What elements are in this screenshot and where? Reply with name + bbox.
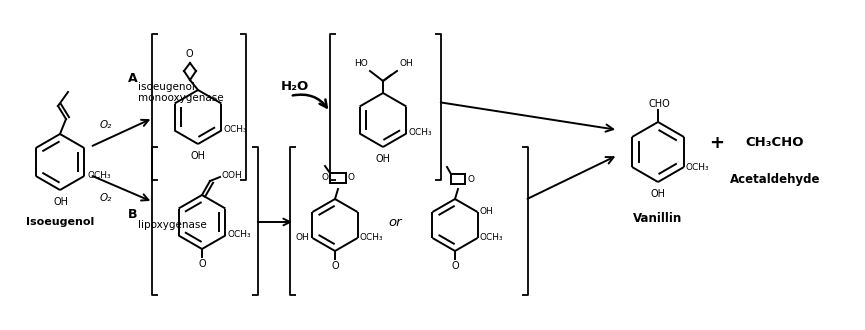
Text: O: O	[198, 259, 206, 269]
Text: OCH₃: OCH₃	[408, 128, 432, 137]
Text: OH: OH	[479, 207, 493, 215]
Text: O: O	[321, 174, 328, 182]
Text: Vanillin: Vanillin	[633, 212, 682, 225]
Text: O: O	[467, 175, 474, 183]
Text: O: O	[185, 49, 193, 59]
Text: lipoxygenase: lipoxygenase	[138, 220, 207, 230]
Text: Acetaldehyde: Acetaldehyde	[730, 174, 820, 186]
Text: +: +	[709, 134, 725, 152]
Text: OCH₃: OCH₃	[686, 162, 709, 172]
Text: A: A	[128, 72, 138, 84]
Text: HO: HO	[355, 59, 368, 68]
Text: isoeugenol: isoeugenol	[138, 82, 195, 92]
Text: O: O	[348, 174, 355, 182]
Text: OH: OH	[399, 59, 413, 68]
Text: monooxygenase: monooxygenase	[138, 93, 224, 103]
Text: Isoeugenol: Isoeugenol	[26, 217, 94, 227]
Text: CHO: CHO	[648, 99, 670, 109]
Text: OCH₃: OCH₃	[360, 233, 383, 242]
Text: O₂: O₂	[99, 120, 112, 130]
Text: O₂: O₂	[99, 193, 112, 203]
Text: OCH₃: OCH₃	[479, 233, 503, 242]
Text: OH: OH	[296, 233, 310, 242]
Text: OCH₃: OCH₃	[87, 171, 111, 180]
Text: O: O	[452, 261, 458, 271]
Text: OCH₃: OCH₃	[227, 230, 251, 239]
Text: H₂O: H₂O	[281, 81, 309, 93]
Text: OCH₃: OCH₃	[223, 125, 247, 134]
Text: OH: OH	[650, 189, 665, 199]
Text: or: or	[388, 216, 402, 229]
Text: O: O	[331, 261, 339, 271]
Text: OOH: OOH	[221, 172, 241, 181]
Text: OH: OH	[190, 151, 206, 161]
Text: OH: OH	[375, 154, 390, 164]
Text: B: B	[128, 209, 138, 221]
Text: CH₃CHO: CH₃CHO	[746, 136, 804, 148]
Text: OH: OH	[54, 197, 68, 207]
